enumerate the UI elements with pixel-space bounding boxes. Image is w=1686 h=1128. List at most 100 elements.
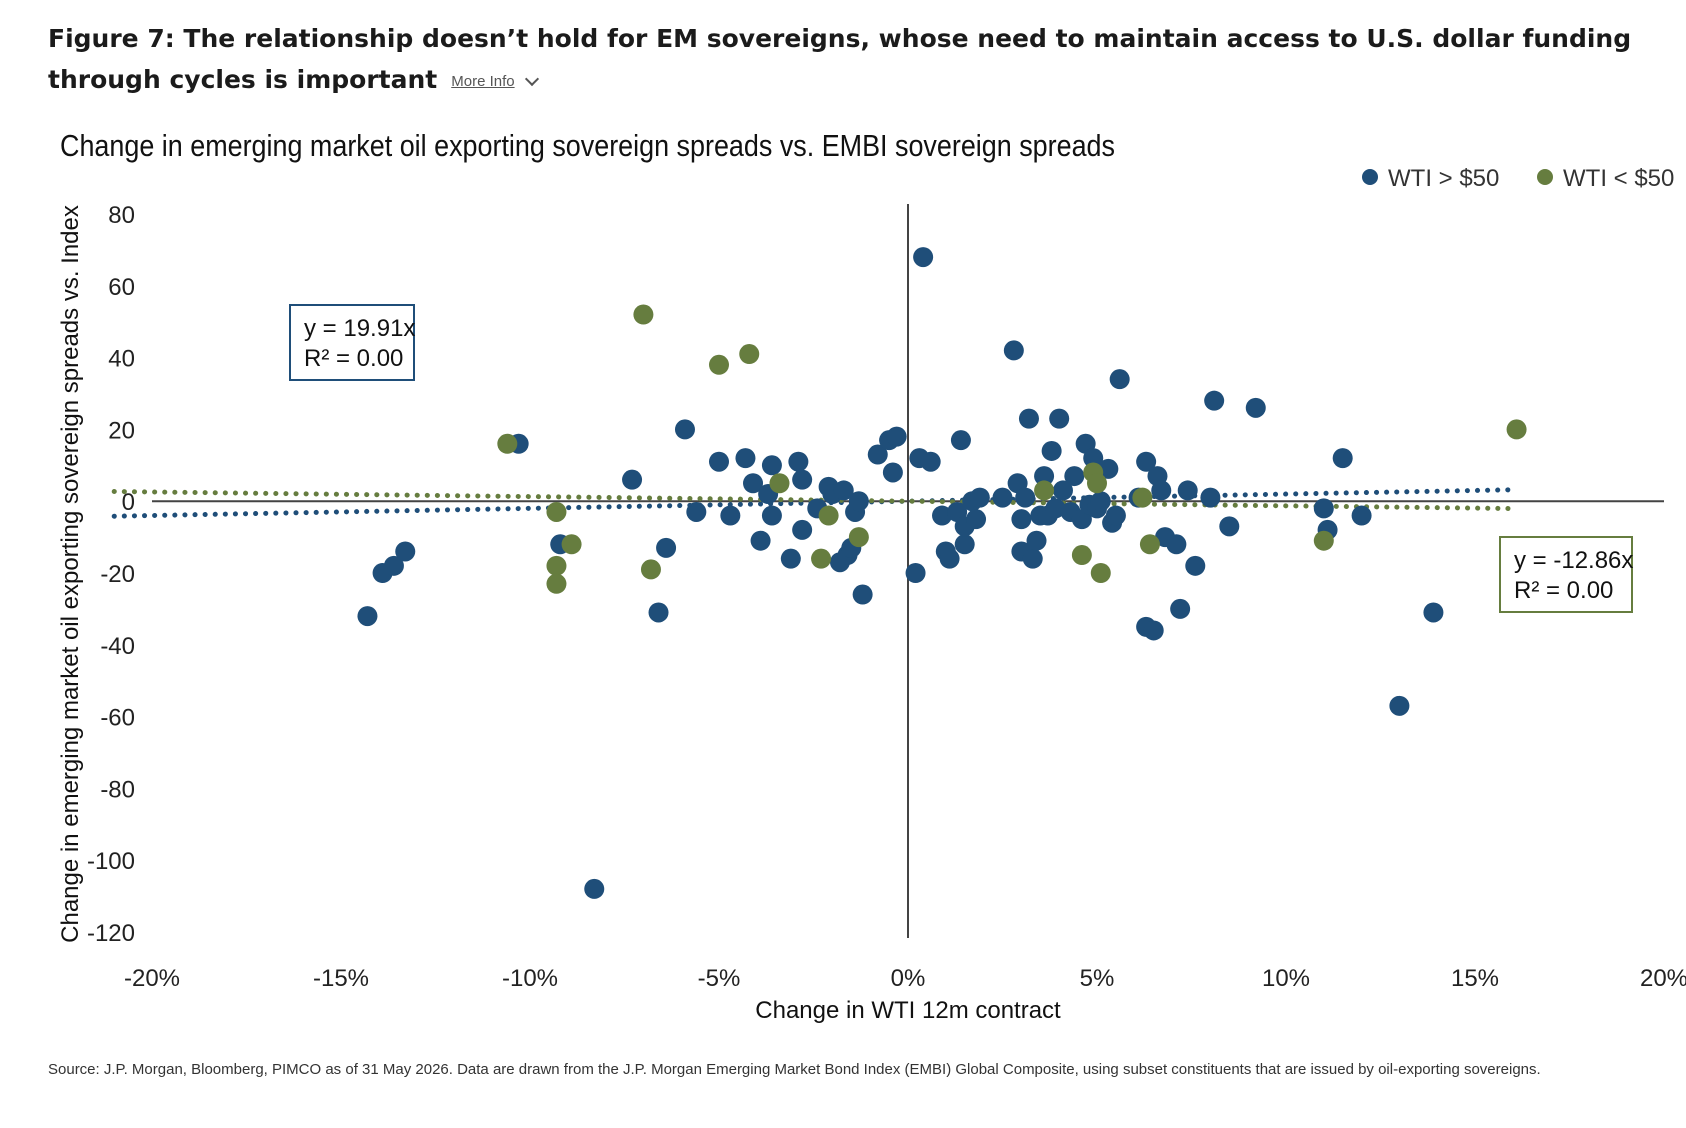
axes: -20% -15% -10% -5% 0% 5% 10% 15% 20% 80 60 40 20 0 -20…: [87, 202, 1686, 992]
y-tick-label: -20: [100, 561, 135, 588]
x-tick-label: -5%: [698, 965, 741, 992]
x-tick-label: 15%: [1451, 965, 1499, 992]
r-squared-text-blue: R² = 0.00: [304, 345, 403, 372]
figure-header: Figure 7: The relationship doesn’t hold …: [48, 18, 1648, 102]
legend-marker-wti-above-50: [1362, 169, 1378, 185]
point-wti-below-50: [1087, 473, 1107, 494]
point-wti-above-50: [1245, 397, 1266, 418]
point-wti-above-50: [1011, 509, 1032, 530]
point-wti-below-50: [561, 534, 582, 555]
point-wti-above-50: [833, 480, 854, 501]
point-wti-above-50: [1098, 458, 1119, 479]
point-wti-above-50: [1219, 516, 1240, 537]
point-wti-above-50: [622, 469, 643, 490]
point-wti-above-50: [1105, 505, 1126, 526]
x-tick-label: 0%: [891, 965, 926, 992]
x-axis-label: Change in WTI 12m contract: [755, 997, 1061, 1024]
point-wti-below-50: [1071, 545, 1092, 566]
point-wti-above-50: [735, 448, 756, 469]
point-wti-above-50: [357, 606, 378, 627]
point-wti-below-50: [848, 527, 869, 548]
point-wti-below-50: [1090, 563, 1111, 583]
point-wti-below-50: [1034, 480, 1055, 501]
y-tick-label: -40: [100, 633, 135, 660]
point-wti-above-50: [674, 419, 695, 440]
point-wti-below-50: [546, 501, 567, 522]
point-wti-below-50: [1139, 534, 1160, 555]
legend-label-wti-above-50: WTI > $50: [1388, 165, 1499, 192]
point-wti-below-50: [709, 354, 729, 375]
point-wti-above-50: [852, 584, 873, 605]
point-wti-above-50: [1052, 480, 1073, 501]
point-wti-above-50: [913, 247, 934, 268]
point-wti-above-50: [709, 451, 729, 472]
scatter-chart: Change in emerging market oil exporting …: [57, 128, 1686, 1024]
point-wti-above-50: [920, 451, 941, 472]
figure-title: Figure 7: The relationship doesn’t hold …: [48, 18, 1648, 102]
point-wti-below-50: [1313, 530, 1334, 551]
point-wti-above-50: [1389, 695, 1410, 716]
point-wti-above-50: [1041, 440, 1062, 461]
y-tick-label: 40: [108, 346, 135, 373]
point-wti-above-50: [788, 451, 809, 472]
point-wti-above-50: [1064, 466, 1085, 487]
point-wti-above-50: [1170, 598, 1191, 619]
point-wti-above-50: [1015, 487, 1036, 508]
point-wti-below-50: [1132, 487, 1153, 508]
point-wti-above-50: [395, 541, 416, 562]
equation-box-wti-above-50: y = 19.91x R² = 0.00: [289, 304, 415, 381]
y-tick-label: -100: [87, 848, 135, 875]
point-wti-above-50: [1083, 448, 1104, 469]
y-tick-label: 0: [122, 489, 135, 516]
point-wti-above-50: [1003, 340, 1024, 361]
point-wti-above-50: [905, 563, 926, 583]
point-wti-above-50: [882, 462, 903, 483]
point-wti-above-50: [1034, 466, 1055, 487]
y-tick-label: -60: [100, 705, 135, 732]
x-tick-label: -20%: [124, 965, 180, 992]
point-wti-above-50: [1026, 530, 1047, 551]
point-wti-below-50: [769, 473, 790, 494]
point-wti-above-50: [848, 491, 869, 512]
point-wti-above-50: [383, 555, 404, 576]
point-wti-above-50: [648, 602, 669, 623]
more-info-label: More Info: [451, 72, 515, 90]
more-info-link[interactable]: More Info: [451, 61, 539, 102]
point-wti-above-50: [750, 530, 771, 551]
equation-text-green: y = -12.86x: [1514, 547, 1633, 574]
source-note: Source: J.P. Morgan, Bloomberg, PIMCO as…: [48, 1061, 1541, 1078]
point-wti-above-50: [1151, 480, 1172, 501]
point-wti-below-50: [739, 344, 760, 365]
point-wti-below-50: [818, 505, 839, 526]
y-axis-label: Change in emerging market oil exporting …: [57, 205, 84, 943]
point-wti-below-50: [1506, 419, 1527, 440]
point-wti-above-50: [1177, 480, 1198, 501]
point-wti-below-50: [546, 573, 567, 594]
point-wti-above-50: [939, 548, 960, 569]
point-wti-above-50: [950, 430, 971, 451]
point-wti-above-50: [1045, 498, 1066, 519]
point-wti-above-50: [1332, 448, 1353, 469]
point-wti-below-50: [640, 559, 661, 580]
point-wti-above-50: [792, 469, 813, 490]
x-tick-label: -15%: [313, 965, 369, 992]
y-tick-label: -80: [100, 776, 135, 803]
x-tick-label: 5%: [1080, 965, 1115, 992]
point-wti-above-50: [969, 487, 990, 508]
point-wti-below-50: [811, 548, 832, 569]
y-tick-label: 60: [108, 274, 135, 301]
point-wti-above-50: [743, 473, 764, 494]
y-tick-label: 20: [108, 417, 135, 444]
y-tick-label: -120: [87, 920, 135, 947]
point-wti-above-50: [1185, 555, 1206, 576]
data-points: [357, 247, 1527, 899]
legend-marker-wti-below-50: [1537, 169, 1553, 185]
point-wti-above-50: [1090, 491, 1111, 512]
point-wti-below-50: [633, 304, 654, 325]
point-wti-above-50: [1313, 498, 1334, 519]
point-wti-above-50: [1204, 390, 1225, 411]
point-wti-above-50: [780, 548, 801, 569]
equation-box-frame-green: [1499, 536, 1633, 613]
point-wti-above-50: [761, 505, 782, 526]
point-wti-above-50: [1200, 487, 1221, 508]
